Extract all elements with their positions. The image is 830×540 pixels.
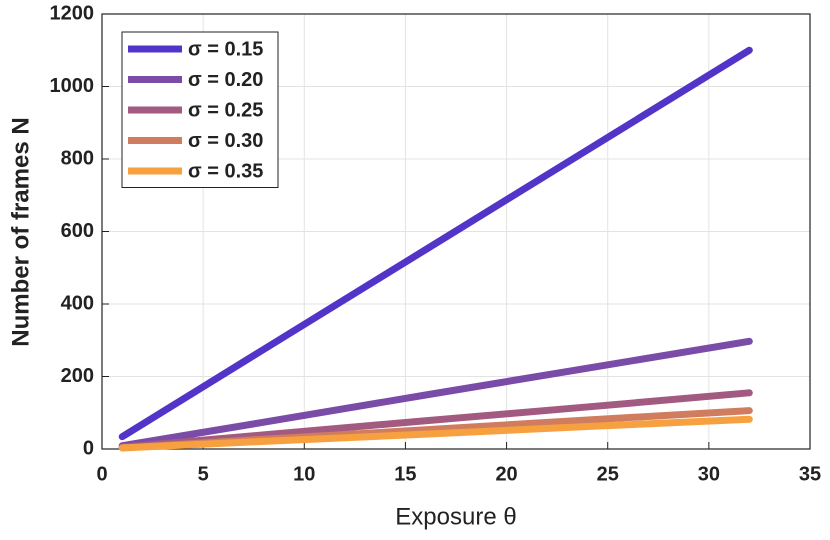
line	[118, 337, 753, 450]
y-tick-label: 1200	[50, 2, 95, 24]
y-axis-label: Number of frames N	[7, 117, 34, 346]
y-tick-label: 800	[61, 147, 94, 169]
y-tick-label: 600	[61, 220, 94, 242]
line	[118, 415, 753, 452]
legend-label: σ = 0.35	[188, 160, 263, 182]
x-tick-label: 30	[698, 463, 720, 485]
legend-label: σ = 0.15	[188, 38, 263, 60]
y-tick-label: 400	[61, 292, 94, 314]
x-tick-label: 15	[394, 463, 416, 485]
y-tick-label: 0	[83, 437, 94, 459]
y-tick-label: 200	[61, 365, 94, 387]
legend-label: σ = 0.25	[188, 99, 263, 121]
x-tick-label: 20	[495, 463, 517, 485]
axes-box	[101, 13, 811, 450]
x-tick-label: 5	[198, 463, 209, 485]
legend-label: σ = 0.20	[188, 69, 263, 91]
x-tick-label: 10	[293, 463, 315, 485]
x-tick-label: 0	[96, 463, 107, 485]
y-tick-label: 1000	[50, 75, 95, 97]
x-axis-label: Exposure θ	[395, 503, 516, 530]
line	[118, 46, 753, 441]
x-tick-label: 35	[799, 463, 821, 485]
legend-label: σ = 0.30	[188, 130, 263, 152]
x-tick-label: 25	[597, 463, 619, 485]
